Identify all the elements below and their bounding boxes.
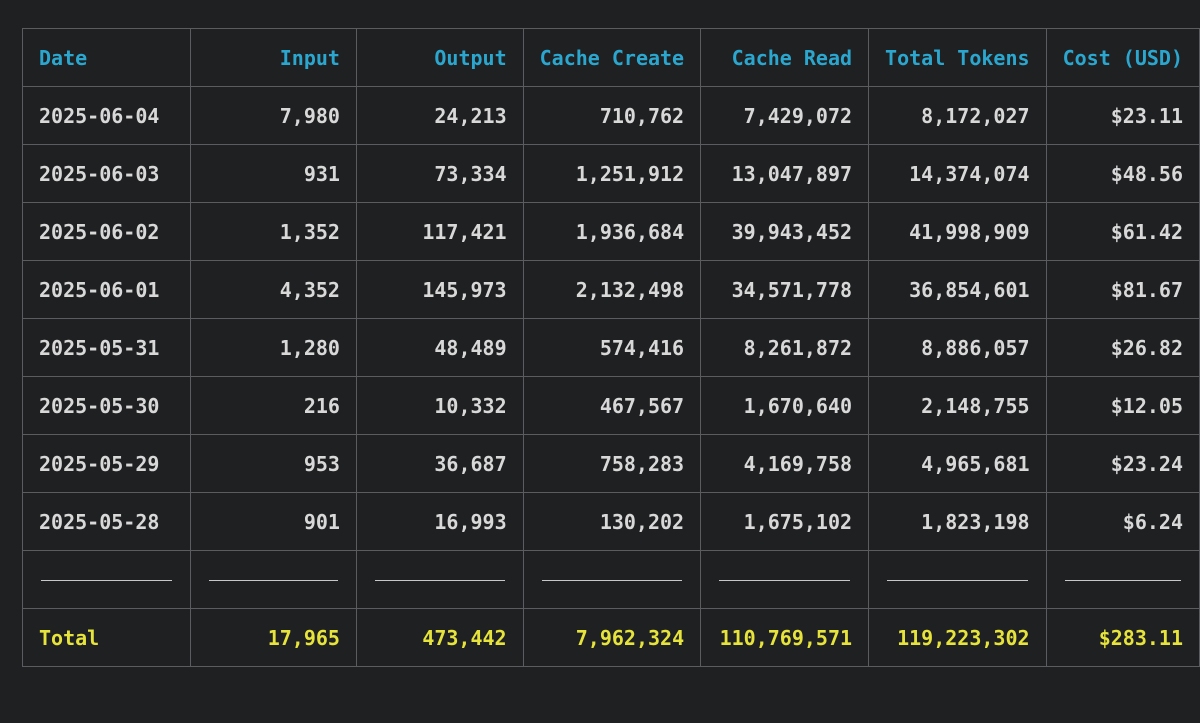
cell-output: 117,421 <box>355 202 524 261</box>
cell-date: 2025-05-29 <box>22 434 191 493</box>
separator-line <box>719 580 851 581</box>
cell-cache-create: 758,283 <box>522 434 702 493</box>
cell-output: 145,973 <box>355 260 524 319</box>
cell-total-tokens: 41,998,909 <box>868 202 1047 261</box>
cell-cache-create: 574,416 <box>522 318 702 377</box>
cell-total-tokens: 1,823,198 <box>868 492 1047 551</box>
cell-cost: $48.56 <box>1045 144 1200 203</box>
table-row: 2025-05-28 901 16,993 130,202 1,675,102 … <box>22 492 1200 551</box>
cell-cache-read: 39,943,452 <box>700 202 870 261</box>
header-output: Output <box>355 28 524 87</box>
cell-cache-create: 2,132,498 <box>522 260 702 319</box>
cell-cost: $12.05 <box>1045 376 1200 435</box>
separator-line <box>374 580 505 581</box>
cell-date: 2025-06-04 <box>22 86 191 145</box>
table-row: 2025-05-29 953 36,687 758,283 4,169,758 … <box>22 434 1200 493</box>
cell-cache-create: 467,567 <box>522 376 702 435</box>
cell-date: 2025-06-03 <box>22 144 191 203</box>
cell-total-tokens: 2,148,755 <box>868 376 1047 435</box>
separator-line <box>1064 580 1181 581</box>
cell-total-tokens: 14,374,074 <box>868 144 1047 203</box>
cell-total-tokens: 8,886,057 <box>868 318 1047 377</box>
cell-output: 16,993 <box>355 492 524 551</box>
cell-cache-read: 1,675,102 <box>700 492 870 551</box>
total-total-tokens: 119,223,302 <box>868 608 1047 667</box>
cell-date: 2025-06-01 <box>22 260 191 319</box>
separator-line <box>887 580 1028 581</box>
cell-input: 953 <box>189 434 357 493</box>
total-cache-read: 110,769,571 <box>700 608 870 667</box>
cell-input: 216 <box>189 376 357 435</box>
cell-input: 1,280 <box>189 318 357 377</box>
cell-input: 901 <box>189 492 357 551</box>
separator-line <box>541 580 683 581</box>
cell-output: 48,489 <box>355 318 524 377</box>
table-row: 2025-06-02 1,352 117,421 1,936,684 39,94… <box>22 202 1200 261</box>
separator-cell <box>1045 550 1200 609</box>
cell-date: 2025-05-31 <box>22 318 191 377</box>
header-total-tokens: Total Tokens <box>868 28 1047 87</box>
total-label: Total <box>22 608 191 667</box>
total-input: 17,965 <box>189 608 357 667</box>
header-cache-create: Cache Create <box>522 28 702 87</box>
total-cache-create: 7,962,324 <box>522 608 702 667</box>
separator-row <box>22 550 1200 609</box>
cell-output: 24,213 <box>355 86 524 145</box>
cell-cache-read: 13,047,897 <box>700 144 870 203</box>
separator-cell <box>522 550 702 609</box>
table-row: 2025-06-04 7,980 24,213 710,762 7,429,07… <box>22 86 1200 145</box>
separator-line <box>41 580 172 581</box>
cell-cost: $81.67 <box>1045 260 1200 319</box>
total-row: Total 17,965 473,442 7,962,324 110,769,5… <box>22 608 1200 667</box>
cell-input: 1,352 <box>189 202 357 261</box>
cell-cache-create: 1,936,684 <box>522 202 702 261</box>
cell-total-tokens: 4,965,681 <box>868 434 1047 493</box>
cell-output: 10,332 <box>355 376 524 435</box>
cell-cache-read: 34,571,778 <box>700 260 870 319</box>
separator-cell <box>189 550 357 609</box>
cell-cache-read: 4,169,758 <box>700 434 870 493</box>
cell-cache-create: 1,251,912 <box>522 144 702 203</box>
cell-output: 73,334 <box>355 144 524 203</box>
header-date: Date <box>22 28 191 87</box>
cell-cost: $23.24 <box>1045 434 1200 493</box>
separator-cell <box>355 550 524 609</box>
cell-cache-create: 130,202 <box>522 492 702 551</box>
usage-report-table: Date Input Output Cache Create Cache Rea… <box>22 28 1200 667</box>
cell-cost: $23.11 <box>1045 86 1200 145</box>
cell-cost: $61.42 <box>1045 202 1200 261</box>
separator-line <box>208 580 338 581</box>
cell-cost: $6.24 <box>1045 492 1200 551</box>
table-row: 2025-06-01 4,352 145,973 2,132,498 34,57… <box>22 260 1200 319</box>
usage-report-table-container: Date Input Output Cache Create Cache Rea… <box>22 28 1200 667</box>
separator-cell <box>868 550 1047 609</box>
cell-total-tokens: 36,854,601 <box>868 260 1047 319</box>
cell-input: 931 <box>189 144 357 203</box>
total-output: 473,442 <box>355 608 524 667</box>
header-input: Input <box>189 28 357 87</box>
cell-cache-read: 7,429,072 <box>700 86 870 145</box>
cell-output: 36,687 <box>355 434 524 493</box>
cell-date: 2025-05-30 <box>22 376 191 435</box>
header-cost-usd: Cost (USD) <box>1045 28 1200 87</box>
separator-cell <box>700 550 870 609</box>
table-row: 2025-05-31 1,280 48,489 574,416 8,261,87… <box>22 318 1200 377</box>
cell-date: 2025-05-28 <box>22 492 191 551</box>
cell-input: 7,980 <box>189 86 357 145</box>
header-cache-read: Cache Read <box>700 28 870 87</box>
cell-input: 4,352 <box>189 260 357 319</box>
separator-cell <box>22 550 191 609</box>
table-row: 2025-05-30 216 10,332 467,567 1,670,640 … <box>22 376 1200 435</box>
cell-total-tokens: 8,172,027 <box>868 86 1047 145</box>
cell-cache-read: 8,261,872 <box>700 318 870 377</box>
cell-cost: $26.82 <box>1045 318 1200 377</box>
cell-date: 2025-06-02 <box>22 202 191 261</box>
table-row: 2025-06-03 931 73,334 1,251,912 13,047,8… <box>22 144 1200 203</box>
cell-cache-create: 710,762 <box>522 86 702 145</box>
total-cost: $283.11 <box>1045 608 1200 667</box>
header-row: Date Input Output Cache Create Cache Rea… <box>22 28 1200 87</box>
cell-cache-read: 1,670,640 <box>700 376 870 435</box>
